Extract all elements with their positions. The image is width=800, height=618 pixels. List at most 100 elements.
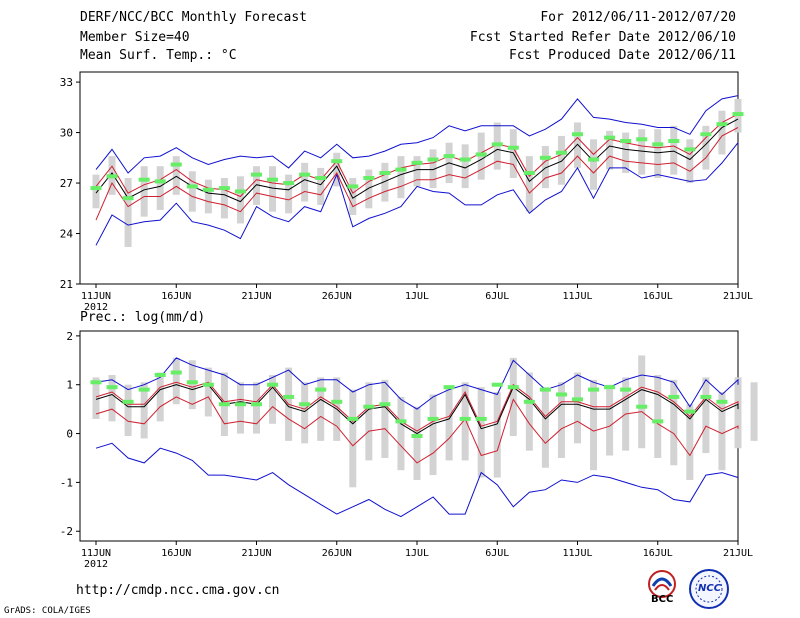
marker [411,434,423,438]
started-date: Fcst Started Refer Date 2012/06/10 [469,30,736,45]
spread-box [204,179,212,214]
marker [443,385,455,390]
marker [716,122,728,127]
x-tick-label: 26JUN [322,291,352,302]
spread-box [124,178,132,247]
marker [700,394,712,399]
marker [299,402,311,407]
x-tick-label: 21JUN [241,291,271,302]
marker [700,132,712,137]
spread-box [509,357,517,436]
spread-box [429,149,437,189]
marker [186,380,198,385]
spread-box [301,162,309,202]
spread-box [188,360,196,410]
marker [491,382,503,387]
x-tick-label: 11JUN [81,548,111,559]
marker [555,392,567,397]
marker [315,387,327,392]
marker [90,380,102,385]
spread-box [622,132,630,173]
marker [395,419,407,424]
panel-2: -2 -1 0 1 2 11JUN 16JUN 21JUN 26JUN 1JUL 6JUL 11JUL… [60,330,758,570]
y-tick-label: 21 [60,278,73,291]
variable-label: Mean Surf. Temp.: °C [80,48,237,63]
x-tick-label: 1JUL [405,548,429,559]
marker [363,404,375,409]
max-line [95,95,739,174]
lower-spread-line [95,396,739,464]
spread-box [654,129,662,178]
marker [539,387,551,392]
marker [668,138,680,143]
spread-box [461,144,469,189]
marker [427,157,439,162]
marker [411,160,423,165]
marker [588,387,600,392]
marker [154,179,166,184]
marker [716,399,728,404]
marker [491,142,503,147]
bcc-logo: BCC [640,566,686,612]
x-tick-label: 6JUL [485,548,509,559]
spread-box [445,387,453,461]
footer-url: http://cmdp.ncc.cma.gov.cn [76,583,280,598]
marker [331,159,343,164]
spread-box [525,372,533,451]
marker [459,157,471,162]
marker [170,162,182,167]
spread-box [269,166,277,212]
spread-box [541,146,549,189]
x-tick-label: 16JUL [643,291,673,302]
min-line [95,442,739,518]
spread-box [638,129,646,175]
spread-box [253,382,260,434]
spread-box [606,384,614,456]
spread-box [734,377,742,449]
marker [572,132,583,137]
marker [234,189,246,194]
spread-box [204,367,212,417]
spread-box [317,167,325,205]
marker [507,385,519,390]
spread-box [92,377,100,419]
spread-box [156,372,164,422]
marker [636,404,648,409]
x-tick-label: 6JUL [485,291,509,302]
spread-box [686,139,694,184]
x-tick-label: 16JUN [161,291,191,302]
marker [427,416,439,421]
marker [475,416,487,421]
marker [572,397,583,402]
x-tick-label: 16JUL [643,548,673,559]
y-tick-label: -1 [60,476,73,489]
spread-box [220,178,228,219]
spread-box [493,392,501,478]
x-year-label: 2012 [84,302,108,313]
marker [347,184,359,189]
spread-box [413,406,421,480]
marker [122,399,134,404]
marker [523,170,535,175]
x-tick-label: 16JUN [161,548,191,559]
marker [459,416,471,421]
spread-box [365,169,373,209]
marker [363,176,375,180]
marker [299,172,311,177]
marker [539,155,551,160]
marker [283,181,295,186]
chart-title: DERF/NCC/BCC Monthly Forecast [80,10,307,25]
marker [202,382,214,387]
marker [652,142,664,147]
spread-box [477,387,485,478]
spread-box [397,156,405,199]
y-tick-label: 1 [66,379,73,392]
spread-box [718,110,726,155]
spread-box [654,374,662,458]
marker [523,399,535,404]
spread-box [541,387,549,468]
x-year-label: 2012 [84,559,108,570]
spread-box [236,382,244,434]
spread-box [686,404,694,480]
spread-box [590,379,598,471]
